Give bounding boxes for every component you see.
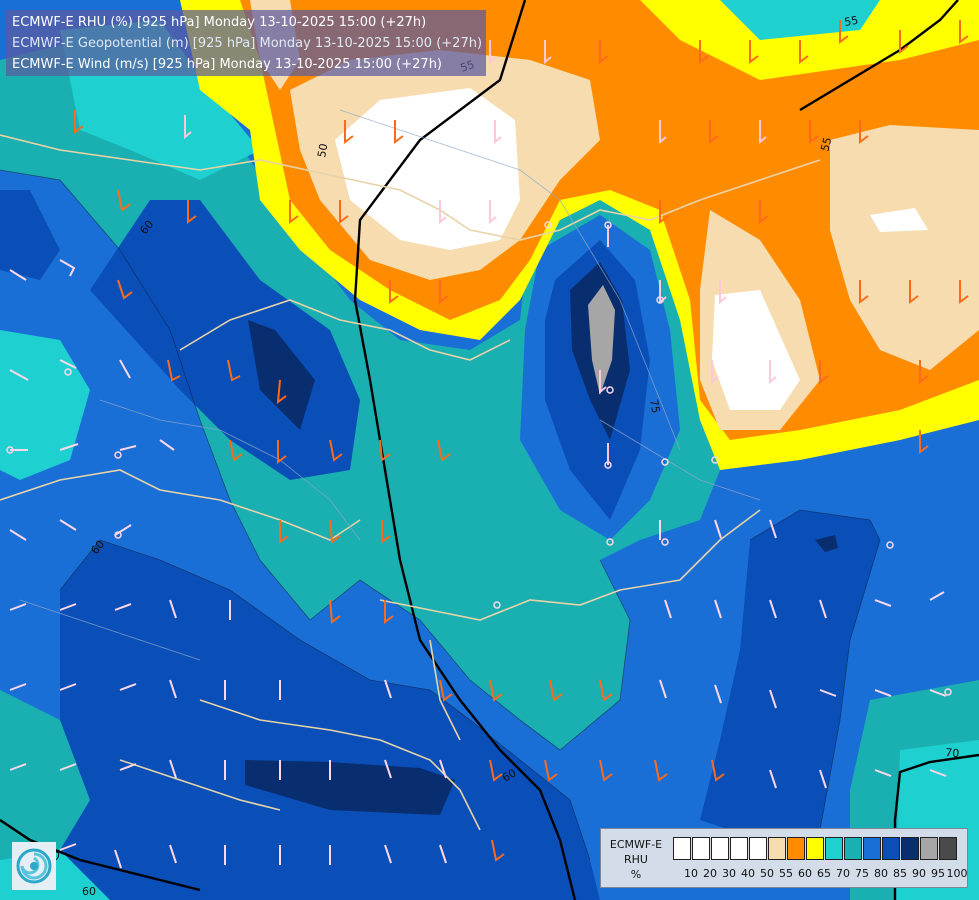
contour-label: 50 [315, 142, 330, 158]
legend-swatch [844, 837, 862, 860]
geopotential-line-1 [353, 0, 577, 900]
rhu-50-area-ne [870, 208, 928, 232]
legend-tick-label: 10 [684, 867, 698, 880]
legend-swatches [673, 837, 958, 860]
legend-swatch [901, 837, 919, 860]
legend-tick-label: 50 [760, 867, 774, 880]
rhu-title: ECMWF-E RHU (%) [925 hPa] Monday 13-10-2… [12, 15, 427, 30]
contour-label: 75 [647, 398, 662, 414]
legend-title: ECMWF-E RHU % [605, 837, 667, 882]
rhu-90-area-e [815, 535, 838, 552]
legend-tick-label: 55 [779, 867, 793, 880]
rhu-50-area-n [335, 88, 520, 250]
geopotential-title: ECMWF-E Geopotential (m) [925 hPa] Monda… [12, 36, 483, 51]
contour-label: 60 [82, 885, 96, 898]
rivers [19, 109, 761, 661]
ecmwf-swirl-icon [12, 842, 56, 890]
rhu-85-area-nw [0, 190, 60, 280]
rhu-95-area-core [588, 285, 615, 395]
legend-swatch [711, 837, 729, 860]
legend-tick-label: 85 [893, 867, 907, 880]
legend-swatch [939, 837, 957, 860]
rhu-55-area-ne [830, 125, 979, 370]
legend-tick-label: 20 [703, 867, 717, 880]
legend-swatch [825, 837, 843, 860]
rhu-70-area-w [0, 330, 90, 480]
legend-swatch [920, 837, 938, 860]
calm-wind-markers [6, 221, 964, 864]
country-borders [0, 134, 821, 831]
rhu-legend: ECMWF-E RHU % 10 20 30 40 50 55 60 65 70 75 80 85 90… [600, 828, 968, 888]
legend-swatch [768, 837, 786, 860]
legend-tick-label: 80 [874, 867, 888, 880]
legend-swatch [730, 837, 748, 860]
legend-swatch [806, 837, 824, 860]
legend-swatch [882, 837, 900, 860]
rhu-85-area-e [700, 510, 880, 840]
wind-title: ECMWF-E Wind (m/s) [925 hPa] Monday 13-1… [12, 57, 443, 72]
legend-tick-label: 90 [912, 867, 926, 880]
legend-title-model: ECMWF-E [609, 838, 663, 851]
rhu-90-area-w [248, 320, 315, 430]
legend-tick-label: 70 [836, 867, 850, 880]
wind-barbs [9, 20, 969, 869]
legend-tick-label: 95 [931, 867, 945, 880]
legend-tick-label: 65 [817, 867, 831, 880]
geopotential-line-3 [0, 819, 201, 892]
legend-tick-label: 40 [741, 867, 755, 880]
geopotential-line-2 [799, 0, 959, 112]
contour-label: 55 [843, 14, 859, 29]
legend-title-unit: % [630, 868, 642, 881]
legend-swatch [692, 837, 710, 860]
rhu-65-area-ne2 [640, 0, 979, 80]
legend-tick-label: 30 [722, 867, 736, 880]
rhu-85-area-s [10, 540, 600, 900]
rhu-50-area-e [712, 290, 800, 410]
rhu-contours [0, 169, 881, 861]
rhu-90-area-s [245, 760, 455, 815]
legend-tick-label: 100 [946, 867, 968, 880]
contour-label: 60 [500, 766, 519, 784]
legend-swatch [749, 837, 767, 860]
legend-swatch [673, 837, 691, 860]
rhu-75-area-sw [0, 690, 90, 860]
contour-label: 55 [818, 136, 834, 153]
legend-title-variable: RHU [624, 853, 648, 866]
map-header: ECMWF-E RHU (%) [925 hPa] Monday 13-10-2… [6, 10, 486, 76]
legend-swatch [787, 837, 805, 860]
contour-label: 70 [945, 746, 960, 760]
legend-tick-label: 60 [798, 867, 812, 880]
legend-swatch [863, 837, 881, 860]
legend-tick-label: 75 [855, 867, 869, 880]
